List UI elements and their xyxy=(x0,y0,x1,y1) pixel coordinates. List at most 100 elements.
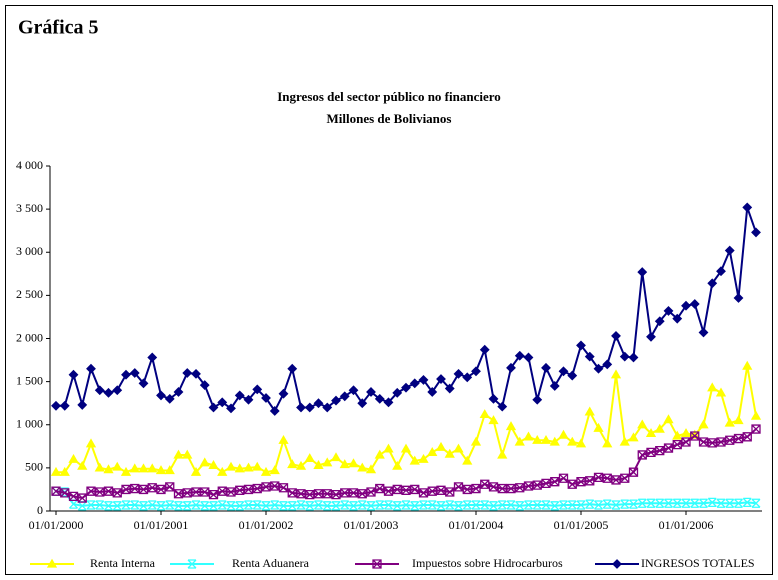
marker xyxy=(182,368,193,378)
marker xyxy=(147,352,158,363)
marker xyxy=(94,462,105,472)
marker xyxy=(199,457,210,467)
marker xyxy=(392,460,403,470)
marker xyxy=(619,436,630,446)
marker xyxy=(480,500,490,510)
marker xyxy=(506,362,516,373)
marker xyxy=(104,501,113,511)
marker xyxy=(375,483,385,494)
marker xyxy=(68,369,79,380)
marker xyxy=(410,501,420,511)
marker xyxy=(252,483,262,494)
marker xyxy=(138,484,149,495)
marker xyxy=(524,500,533,510)
marker xyxy=(305,501,315,511)
marker xyxy=(445,487,455,497)
marker xyxy=(68,491,79,501)
marker xyxy=(558,473,569,483)
marker xyxy=(103,387,114,398)
marker xyxy=(85,438,97,448)
marker xyxy=(751,424,761,434)
marker xyxy=(121,484,131,495)
marker xyxy=(400,443,412,453)
marker xyxy=(296,402,306,413)
marker xyxy=(576,500,586,510)
marker xyxy=(436,501,446,511)
marker xyxy=(698,419,709,429)
marker xyxy=(226,487,236,497)
marker xyxy=(418,374,429,385)
marker xyxy=(191,500,201,510)
marker xyxy=(287,501,297,511)
marker xyxy=(655,445,665,456)
marker xyxy=(488,482,499,492)
marker xyxy=(322,489,332,499)
marker xyxy=(59,466,70,476)
marker xyxy=(715,387,727,397)
marker xyxy=(716,266,726,277)
marker xyxy=(427,486,437,496)
marker xyxy=(610,369,622,379)
marker xyxy=(330,452,342,462)
marker xyxy=(646,331,656,342)
marker xyxy=(672,313,683,324)
marker xyxy=(287,459,298,469)
marker xyxy=(112,461,123,471)
marker xyxy=(103,486,114,496)
marker xyxy=(331,489,341,500)
marker xyxy=(112,488,122,498)
marker xyxy=(182,449,193,459)
marker xyxy=(620,499,630,509)
marker xyxy=(497,500,507,510)
marker xyxy=(366,501,376,511)
marker xyxy=(156,390,166,401)
legend-label: INGRESOS TOTALES xyxy=(641,556,755,570)
marker xyxy=(384,500,393,510)
marker xyxy=(129,368,140,378)
marker xyxy=(680,428,692,438)
marker xyxy=(576,340,586,351)
marker xyxy=(401,500,411,510)
y-tick-label: 3 000 xyxy=(16,244,43,258)
marker xyxy=(672,439,682,450)
marker xyxy=(86,486,96,496)
y-tick-label: 4 000 xyxy=(16,158,43,172)
marker xyxy=(174,501,183,511)
marker xyxy=(138,463,149,473)
marker xyxy=(427,387,438,397)
marker xyxy=(733,433,744,444)
marker xyxy=(187,559,197,569)
legend-label: Impuestos sobre Hidrocarburos xyxy=(412,556,563,570)
marker xyxy=(305,489,315,500)
marker xyxy=(243,462,254,472)
marker xyxy=(750,410,762,420)
marker xyxy=(654,423,665,433)
marker xyxy=(646,447,656,457)
marker xyxy=(716,437,726,447)
marker xyxy=(602,359,613,370)
marker xyxy=(129,463,140,473)
marker xyxy=(269,406,280,416)
marker xyxy=(208,402,219,413)
marker xyxy=(226,501,236,511)
marker xyxy=(270,500,280,510)
x-tick-label: 01/01/2000 xyxy=(29,518,84,532)
marker xyxy=(112,501,122,511)
marker xyxy=(296,500,306,510)
marker xyxy=(698,437,709,447)
marker xyxy=(348,488,359,498)
marker xyxy=(225,461,237,471)
marker xyxy=(374,393,385,404)
marker xyxy=(322,402,333,413)
marker xyxy=(567,436,578,446)
y-tick-label: 0 xyxy=(37,503,43,517)
marker xyxy=(139,501,148,511)
marker xyxy=(514,436,525,446)
marker xyxy=(629,499,638,509)
marker xyxy=(191,368,201,379)
marker xyxy=(68,453,79,463)
marker xyxy=(120,466,132,476)
marker xyxy=(707,497,717,508)
marker xyxy=(619,351,630,362)
marker xyxy=(567,500,577,510)
